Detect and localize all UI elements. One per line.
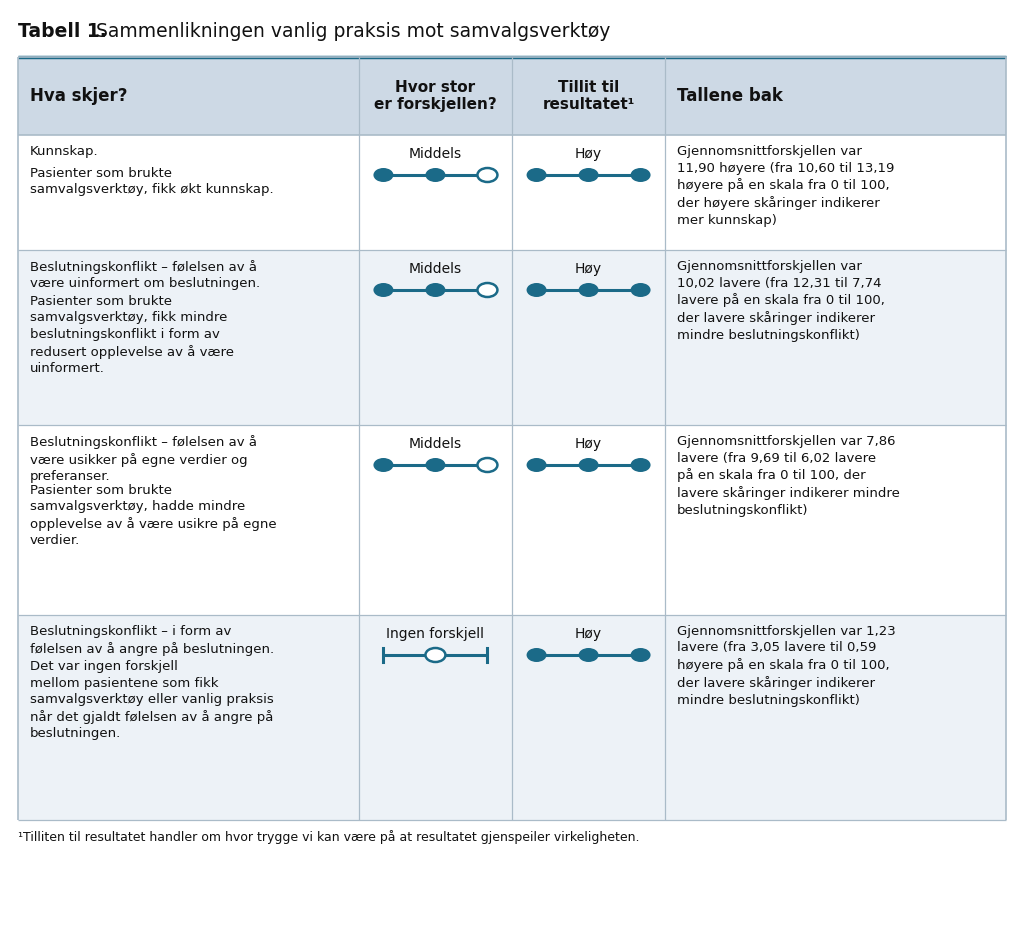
Ellipse shape	[477, 283, 498, 297]
Bar	[18, 57, 1006, 135]
Text: Høy: Høy	[575, 627, 602, 641]
Ellipse shape	[425, 283, 445, 297]
Ellipse shape	[425, 168, 445, 182]
Ellipse shape	[631, 458, 650, 472]
Bar	[18, 135, 1006, 250]
Text: Tillit til
resultatet¹: Tillit til resultatet¹	[543, 80, 635, 112]
Text: Tallene bak: Tallene bak	[677, 87, 783, 105]
Text: Middels: Middels	[409, 437, 462, 451]
Text: Høy: Høy	[575, 437, 602, 451]
Ellipse shape	[526, 283, 547, 297]
Ellipse shape	[631, 648, 650, 662]
Text: Pasienter som brukte
samvalgsverktøy, fikk mindre
beslutningskonflikt i form av
: Pasienter som brukte samvalgsverktøy, fi…	[30, 295, 234, 375]
Bar	[18, 425, 1006, 615]
Text: Høy: Høy	[575, 262, 602, 276]
Text: Beslutningskonflikt – følelsen av å
være uinformert om beslutningen.: Beslutningskonflikt – følelsen av å være…	[30, 260, 260, 291]
Text: Pasienter som brukte
samvalgsverktøy, fikk økt kunnskap.: Pasienter som brukte samvalgsverktøy, fi…	[30, 167, 273, 196]
Ellipse shape	[477, 458, 498, 472]
Ellipse shape	[425, 648, 445, 662]
Ellipse shape	[526, 168, 547, 182]
Text: Sammenlikningen vanlig praksis mot samvalgsverktøy: Sammenlikningen vanlig praksis mot samva…	[90, 22, 610, 41]
Text: Ingen forskjell: Ingen forskjell	[386, 627, 484, 641]
Ellipse shape	[374, 168, 393, 182]
Text: Hvor stor
er forskjellen?: Hvor stor er forskjellen?	[374, 80, 497, 112]
Text: Gjennomsnittforskjellen var
10,02 lavere (fra 12,31 til 7,74
lavere på en skala : Gjennomsnittforskjellen var 10,02 lavere…	[677, 260, 885, 342]
Text: Det var ingen forskjell
mellom pasientene som fikk
samvalgsverktøy eller vanlig : Det var ingen forskjell mellom pasienten…	[30, 660, 273, 741]
Ellipse shape	[631, 283, 650, 297]
Ellipse shape	[374, 283, 393, 297]
Ellipse shape	[477, 168, 498, 182]
Bar	[18, 250, 1006, 425]
Ellipse shape	[526, 648, 547, 662]
Text: ¹Tilliten til resultatet handler om hvor trygge vi kan være på at resultatet gje: ¹Tilliten til resultatet handler om hvor…	[18, 830, 640, 844]
Ellipse shape	[374, 458, 393, 472]
Ellipse shape	[579, 168, 599, 182]
Text: Gjennomsnittforskjellen var 1,23
lavere (fra 3,05 lavere til 0,59
høyere på en s: Gjennomsnittforskjellen var 1,23 lavere …	[677, 625, 896, 707]
Ellipse shape	[579, 648, 599, 662]
Text: Tabell 1.: Tabell 1.	[18, 22, 106, 41]
Ellipse shape	[579, 283, 599, 297]
Ellipse shape	[631, 168, 650, 182]
Text: Beslutningskonflikt – følelsen av å
være usikker på egne verdier og
preferanser.: Beslutningskonflikt – følelsen av å være…	[30, 435, 257, 484]
Bar	[18, 615, 1006, 820]
Text: Beslutningskonflikt – i form av
følelsen av å angre på beslutningen.: Beslutningskonflikt – i form av følelsen…	[30, 625, 274, 656]
Ellipse shape	[526, 458, 547, 472]
Text: Gjennomsnittforskjellen var
11,90 høyere (fra 10,60 til 13,19
høyere på en skala: Gjennomsnittforskjellen var 11,90 høyere…	[677, 145, 895, 227]
Text: Middels: Middels	[409, 262, 462, 276]
Text: Kunnskap.: Kunnskap.	[30, 145, 98, 158]
Text: Pasienter som brukte
samvalgsverktøy, hadde mindre
opplevelse av å være usikre p: Pasienter som brukte samvalgsverktøy, ha…	[30, 484, 276, 548]
Ellipse shape	[579, 458, 599, 472]
Text: Hva skjer?: Hva skjer?	[30, 87, 128, 105]
Text: Gjennomsnittforskjellen var 7,86
lavere (fra 9,69 til 6,02 lavere
på en skala fr: Gjennomsnittforskjellen var 7,86 lavere …	[677, 435, 900, 517]
Ellipse shape	[425, 458, 445, 472]
Text: Høy: Høy	[575, 147, 602, 161]
Text: Middels: Middels	[409, 147, 462, 161]
